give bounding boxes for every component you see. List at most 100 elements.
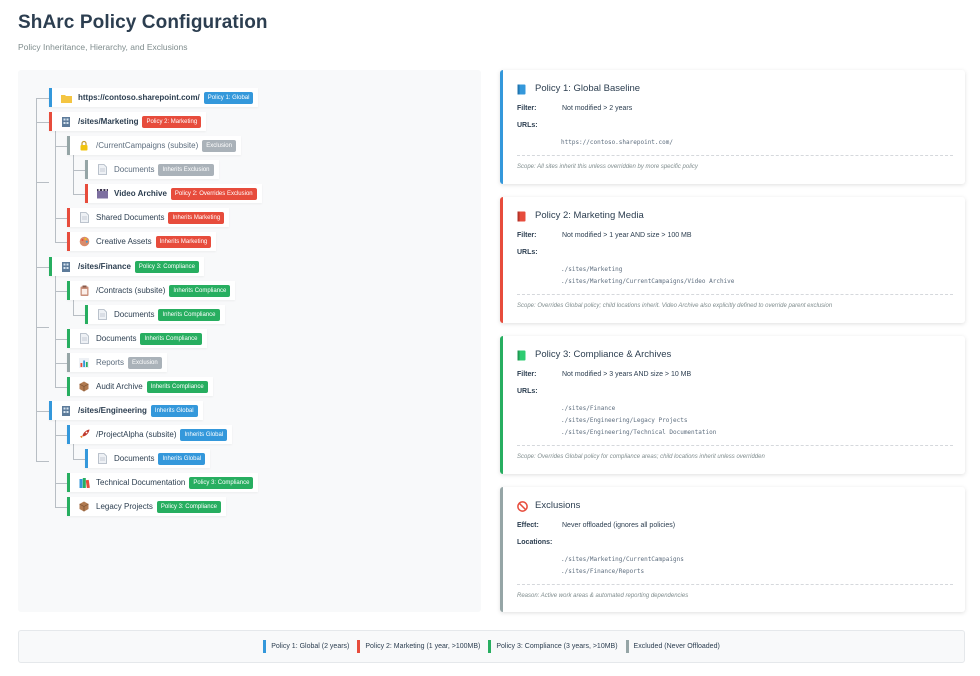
document-icon [78, 212, 90, 224]
tree-node-label: Documents [114, 454, 155, 463]
tree-connector [36, 98, 49, 99]
hierarchy-tree-panel: https://contoso.sharepoint.com/Policy 1:… [18, 70, 481, 612]
legend-swatch [357, 640, 361, 653]
filter-label: Filter: [517, 232, 537, 239]
policy-badge: Policy 2: Overrides Exclusion [170, 187, 257, 200]
tree-connector [73, 170, 85, 171]
filter-value: Never offloaded (ignores all policies) [562, 522, 676, 529]
policy-badge: Inherits Compliance [158, 308, 220, 321]
filter-row: Filter: Not modified > 3 years AND size >… [517, 371, 691, 378]
tree-node[interactable]: /ProjectAlpha (subsite) Inherits Global [67, 425, 233, 444]
lock-icon [78, 140, 90, 152]
tree-connector [55, 218, 67, 219]
legend-swatch [625, 640, 629, 653]
urls-row: URLs: [517, 249, 562, 256]
policy-badge: Inherits Marketing [155, 235, 212, 248]
card-title: Exclusions [535, 499, 581, 511]
filter-row: Filter: Not modified > 1 year AND size > … [517, 232, 692, 239]
tree-connector [73, 459, 85, 460]
url-item: https://contoso.sharepoint.com/ [561, 139, 673, 146]
clipboard-icon [78, 285, 90, 297]
document-icon [96, 309, 108, 321]
policy-badge: Policy 3: Compliance [156, 500, 221, 513]
tree-node-label: Documents [96, 334, 137, 343]
tree-node[interactable]: /sites/Finance Policy 3: Compliance [49, 257, 204, 276]
tree-node[interactable]: /sites/Engineering Inherits Global [49, 401, 203, 420]
legend-item: Policy 1: Global (2 years) [263, 640, 349, 653]
card-title: Policy 3: Compliance & Archives [535, 348, 672, 360]
legend-item: Policy 2: Marketing (1 year, >100MB) [357, 640, 480, 653]
tree-node[interactable]: /Contracts (subsite) Inherits Compliance [67, 281, 236, 300]
url-item: ./sites/Marketing [561, 266, 623, 273]
tree-node-label: /sites/Marketing [78, 117, 139, 126]
tree-node[interactable]: Documents Inherits Global [85, 449, 211, 468]
tree-connector [73, 443, 74, 459]
card-header: Policy 1: Global Baseline [517, 82, 641, 95]
tree-connector [55, 507, 67, 508]
tree-node-label: Video Archive [114, 189, 167, 198]
tree-node[interactable]: Documents Inherits Exclusion [85, 160, 219, 179]
filter-row: Filter: Not modified > 2 years [517, 105, 632, 112]
tree-connector [55, 363, 67, 364]
urls-label: URLs: [517, 249, 538, 256]
filter-value: Not modified > 3 years AND size > 10 MB [562, 371, 692, 378]
tree-node[interactable]: Documents Inherits Compliance [67, 329, 207, 348]
tree-node-label: /ProjectAlpha (subsite) [96, 430, 177, 439]
tree-node-label: Audit Archive [96, 382, 143, 391]
tree-connector [36, 327, 49, 328]
policy-badge: Inherits Marketing [168, 211, 225, 224]
tree-node[interactable]: Legacy Projects Policy 3: Compliance [67, 497, 226, 516]
policy-badge: Inherits Global [158, 452, 206, 465]
divider [517, 445, 953, 446]
tree-connector [55, 275, 56, 387]
tree-connector [36, 98, 37, 462]
tree-connector [55, 339, 67, 340]
card-title: Policy 1: Global Baseline [535, 82, 641, 94]
scope-note: Scope: Overrides Global policy for compl… [517, 454, 765, 460]
tree-connector [55, 419, 56, 507]
tree-node[interactable]: Technical Documentation Policy 3: Complia… [67, 473, 259, 492]
tree-connector [55, 242, 67, 243]
tree-node[interactable]: /sites/Marketing Policy 2: Marketing [49, 112, 207, 131]
tree-node[interactable]: Video Archive Policy 2: Overrides Exclusi… [85, 184, 262, 203]
tree-node-label: /Contracts (subsite) [96, 286, 166, 295]
blue-book-icon [517, 82, 527, 95]
policy-card-global: Policy 1: Global Baseline Filter: Not modi… [500, 70, 965, 184]
tree-node[interactable]: Shared Documents Inherits Marketing [67, 208, 230, 227]
tree-node[interactable]: Audit Archive Inherits Compliance [67, 377, 213, 396]
tree-node-label: /CurrentCampaigns (subsite) [96, 141, 199, 150]
policy-badge: Inherits Compliance [140, 332, 202, 345]
palette-icon [78, 236, 90, 248]
tree-node[interactable]: Documents Inherits Compliance [85, 305, 225, 324]
tree-node[interactable]: /CurrentCampaigns (subsite) Exclusion [67, 136, 241, 155]
tree-node-label: Documents [114, 310, 155, 319]
tree-connector [36, 461, 49, 462]
box-icon [78, 381, 90, 393]
divider [517, 294, 953, 295]
policy-badge: Inherits Exclusion [158, 163, 214, 176]
tree-connector [55, 387, 67, 388]
tree-node-label: Creative Assets [96, 237, 152, 246]
url-item: ./sites/Engineering/Legacy Projects [561, 417, 688, 424]
tree-node[interactable]: Creative Assets Inherits Marketing [67, 232, 217, 251]
urls-row: Locations: [517, 539, 562, 546]
card-header: Policy 3: Compliance & Archives [517, 348, 672, 361]
tree-node-label: /sites/Engineering [78, 406, 147, 415]
divider [517, 155, 953, 156]
legend-label: Excluded (Never Offloaded) [633, 643, 720, 650]
legend-item: Policy 3: Compliance (3 years, >10MB) [488, 640, 618, 653]
tree-connector [36, 267, 49, 268]
policy-badge: Exclusion [202, 139, 236, 152]
tree-node-label: Legacy Projects [96, 502, 153, 511]
tree-node-label: Shared Documents [96, 213, 165, 222]
tree-node[interactable]: Reports Exclusion [67, 353, 167, 372]
url-item: ./sites/Finance/Reports [561, 568, 645, 575]
tree-connector [55, 291, 67, 292]
url-item: ./sites/Marketing/CurrentCampaigns/Video… [561, 278, 735, 285]
legend-label: Policy 1: Global (2 years) [271, 643, 350, 650]
film-icon [96, 188, 108, 200]
tree-node[interactable]: https://contoso.sharepoint.com/Policy 1:… [49, 88, 259, 107]
policy-badge: Inherits Compliance [169, 284, 231, 297]
tree-connector [55, 435, 67, 436]
red-book-icon [517, 209, 527, 222]
